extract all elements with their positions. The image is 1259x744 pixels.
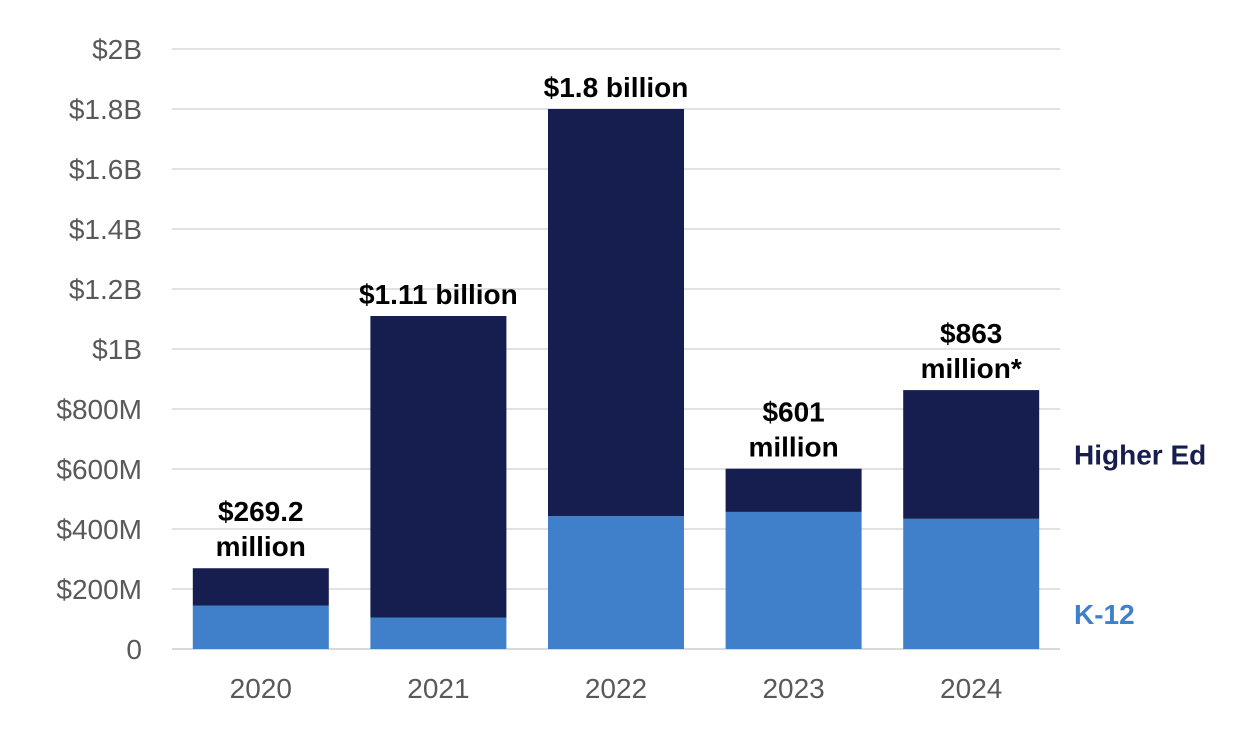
y-tick-label: $200M (56, 574, 142, 605)
y-tick-label: $1.2B (69, 274, 142, 305)
y-tick-label: $800M (56, 394, 142, 425)
x-tick-label: 2022 (585, 673, 647, 704)
bar-segment-k-12 (903, 518, 1040, 649)
bar-total-label: $601 (762, 397, 824, 428)
bar-segment-higher-ed (192, 568, 329, 606)
x-tick-label: 2023 (762, 673, 824, 704)
bar-total-label: $863 (940, 318, 1002, 349)
x-tick-label: 2024 (940, 673, 1002, 704)
bar-segment-higher-ed (725, 468, 862, 512)
y-tick-label: $1.6B (69, 154, 142, 185)
bar-segment-higher-ed (548, 109, 684, 517)
x-tick-label: 2021 (407, 673, 469, 704)
bar-total-label: $1.8 billion (544, 72, 689, 103)
y-tick-label: $1.4B (69, 214, 142, 245)
bar-segment-k-12 (192, 605, 329, 649)
bar-segment-higher-ed (903, 390, 1040, 519)
bar-segment-k-12 (370, 617, 507, 649)
x-tick-label: 2020 (230, 673, 292, 704)
bar-total-label: $269.2 (218, 496, 304, 527)
y-tick-label: $2B (92, 34, 142, 65)
bar-total-label: $1.11 billion (359, 279, 518, 310)
bar-total-label: million (748, 432, 838, 463)
y-tick-label: $1.8B (69, 94, 142, 125)
bar-total-label: million (216, 531, 306, 562)
y-tick-label: $400M (56, 514, 142, 545)
y-tick-label: $600M (56, 454, 142, 485)
bar-segment-k-12 (725, 511, 862, 649)
legend-label: Higher Ed (1074, 439, 1206, 470)
bar-segment-higher-ed (370, 316, 507, 618)
bar-total-label: million* (921, 353, 1022, 384)
y-tick-label: $1B (92, 334, 142, 365)
y-tick-label: 0 (126, 634, 142, 665)
legend-label: K-12 (1074, 599, 1135, 630)
bar-segment-k-12 (548, 516, 684, 649)
